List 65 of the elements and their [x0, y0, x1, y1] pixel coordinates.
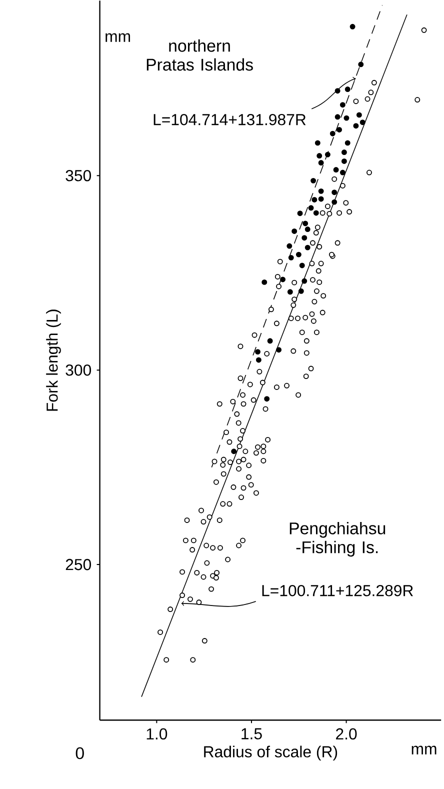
y-tick-label: 250	[66, 558, 91, 570]
point	[287, 289, 293, 295]
text: mm	[412, 746, 436, 754]
y-axis-title: Fork length (L)	[46, 310, 61, 411]
point	[314, 140, 320, 146]
x-tick-label: 1.0	[146, 728, 168, 740]
point	[330, 130, 336, 136]
y-tick-label: 350	[66, 170, 91, 182]
point	[310, 178, 316, 184]
point	[316, 153, 322, 159]
point	[360, 120, 366, 126]
point	[332, 199, 338, 205]
x-axis-title: Radius of scale (R)	[204, 746, 338, 761]
point	[276, 347, 282, 353]
point	[308, 205, 314, 211]
point	[267, 338, 273, 344]
point	[344, 140, 350, 146]
point	[299, 262, 305, 268]
point	[292, 228, 298, 234]
point	[318, 160, 324, 166]
point	[334, 114, 340, 120]
point	[332, 190, 338, 196]
point	[304, 226, 310, 232]
x-tick-label: 2.0	[336, 728, 357, 740]
point	[358, 62, 364, 68]
point	[341, 158, 347, 164]
point	[231, 448, 237, 454]
y-tick-label: 300	[66, 364, 91, 376]
point	[286, 243, 292, 249]
point	[341, 150, 347, 156]
point	[336, 126, 342, 132]
point	[312, 197, 318, 202]
annotation: L=100.711+125.289R	[262, 584, 413, 596]
point	[264, 396, 270, 402]
point	[340, 170, 346, 176]
x-tick-label: 1.5	[242, 728, 262, 740]
annotation: mm	[106, 33, 130, 42]
point	[297, 210, 303, 216]
point	[304, 244, 310, 250]
point	[334, 88, 340, 94]
point	[318, 196, 324, 202]
point	[262, 279, 268, 285]
annotation: L=104.714+131.987R	[154, 114, 306, 126]
annotation: northern Pratas Islands	[146, 39, 253, 71]
point	[356, 112, 362, 118]
point	[256, 357, 262, 363]
point	[340, 102, 346, 108]
point	[288, 254, 294, 260]
point	[344, 115, 350, 121]
point	[344, 86, 350, 92]
point	[302, 220, 308, 226]
point	[296, 252, 302, 258]
point	[298, 288, 304, 294]
annotation: Pengchiahsu -Fishing Is.	[290, 522, 386, 557]
point	[302, 235, 308, 241]
point	[353, 123, 359, 129]
point	[313, 210, 319, 216]
text: 0	[76, 747, 84, 760]
point	[254, 349, 260, 355]
point	[318, 188, 324, 194]
point	[302, 278, 308, 284]
point	[333, 167, 339, 173]
point	[324, 152, 330, 158]
point	[280, 276, 286, 282]
point	[350, 24, 356, 30]
